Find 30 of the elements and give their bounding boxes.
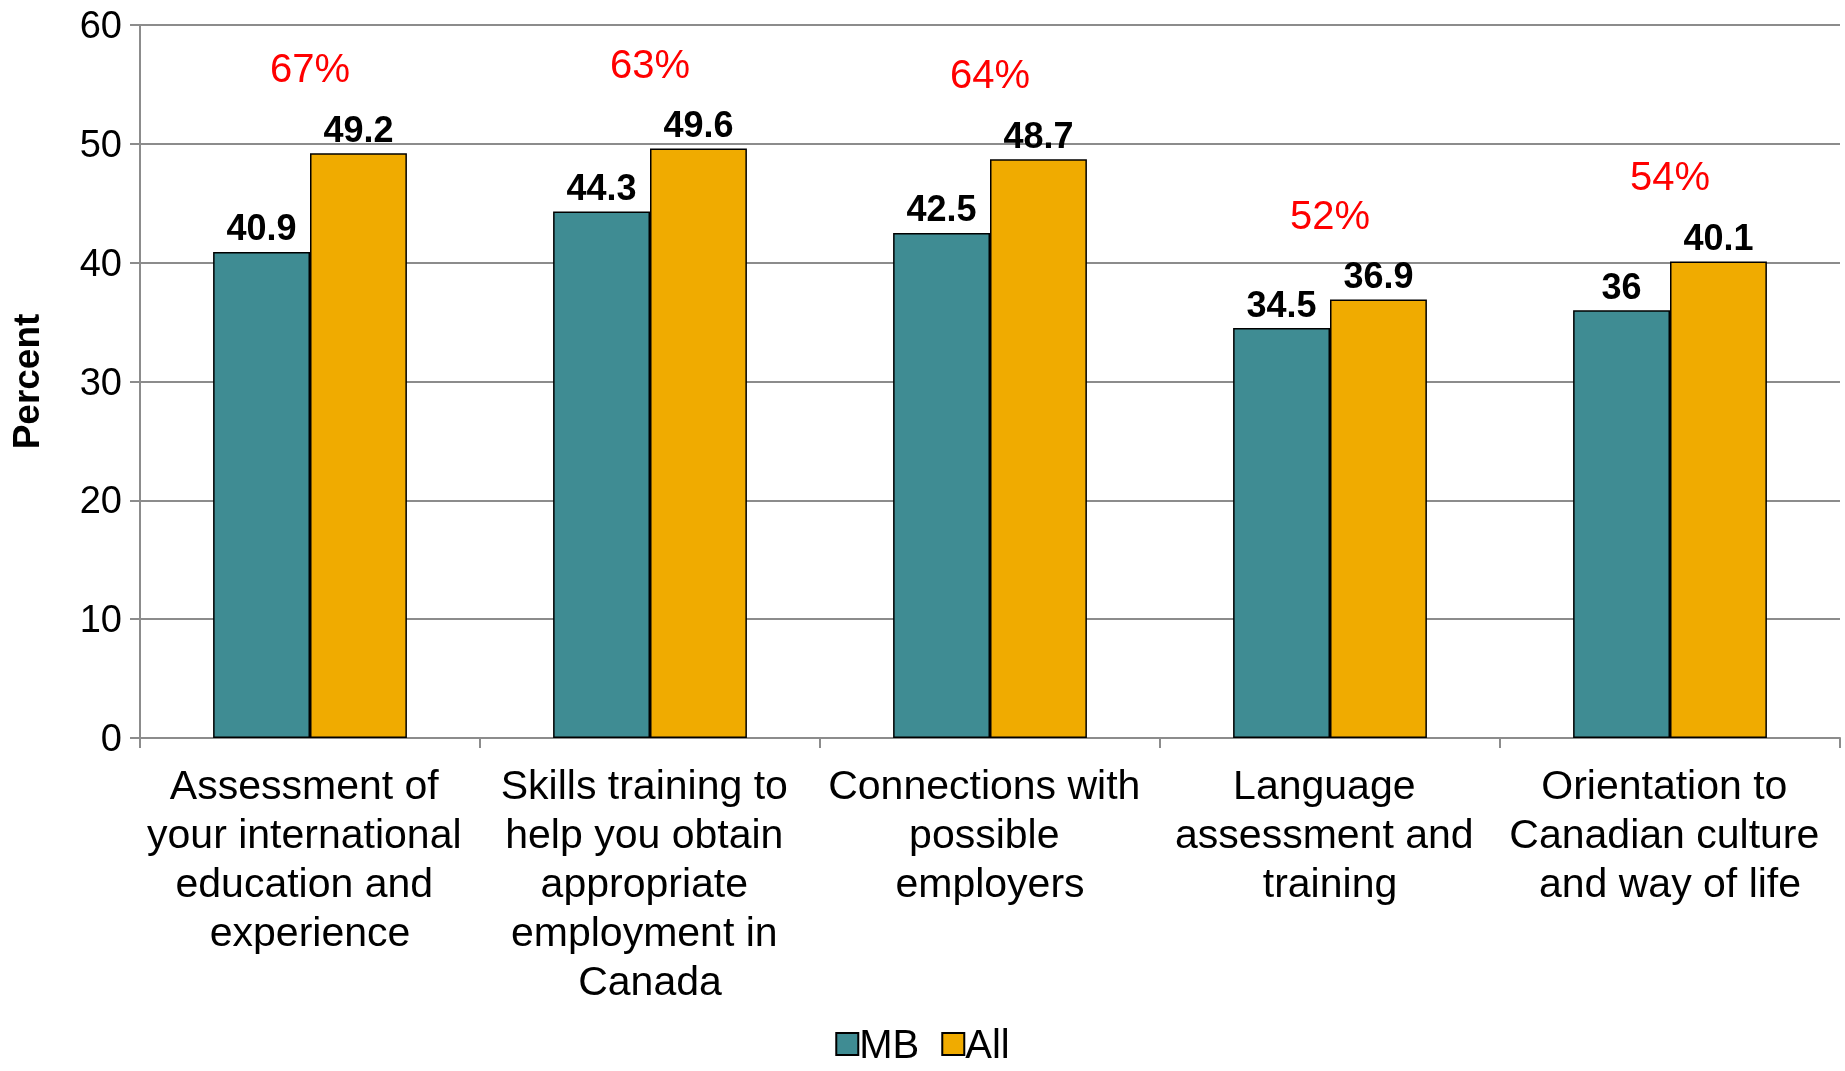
- x-tick-label: Language assessment and training: [1175, 761, 1485, 906]
- legend-label: MB: [859, 1022, 920, 1066]
- data-label: 44.3: [566, 167, 637, 209]
- annotation: 52%: [1289, 192, 1371, 237]
- annotation: 67%: [269, 46, 351, 91]
- y-tick-label: 10: [79, 598, 122, 641]
- x-tick-label: Assessment of your international education and experience: [147, 761, 473, 955]
- y-tick-label: 30: [79, 360, 122, 403]
- annotation: 54%: [1629, 154, 1711, 199]
- data-label: 40.9: [226, 207, 297, 249]
- data-label: 36.9: [1343, 255, 1414, 297]
- annotation: 63%: [609, 41, 691, 86]
- data-label: 36: [1601, 265, 1642, 307]
- y-tick-label: 40: [79, 241, 122, 284]
- data-label: 49.2: [323, 108, 394, 150]
- x-tick-label: Skills training to help you obtain appropriate employment in Canada: [500, 761, 800, 1004]
- y-tick-label: 50: [79, 122, 122, 165]
- data-label: 34.5: [1246, 283, 1317, 325]
- data-label: 48.7: [1003, 114, 1074, 156]
- x-tick-label: Connections with possible employers: [828, 761, 1152, 906]
- annotation: 64%: [949, 52, 1031, 97]
- y-tick-label: 20: [79, 479, 122, 522]
- y-tick-label: 60: [79, 4, 122, 46]
- legend-label: All: [965, 1022, 1010, 1066]
- data-label: 40.1: [1683, 216, 1754, 258]
- x-tick-label: Orientation to Canadian culture and way of life: [1509, 761, 1831, 906]
- y-axis-title: Percent: [6, 313, 47, 450]
- data-label: 42.5: [906, 188, 977, 230]
- data-label: 49.6: [663, 104, 734, 146]
- y-tick-label: 0: [100, 717, 122, 759]
